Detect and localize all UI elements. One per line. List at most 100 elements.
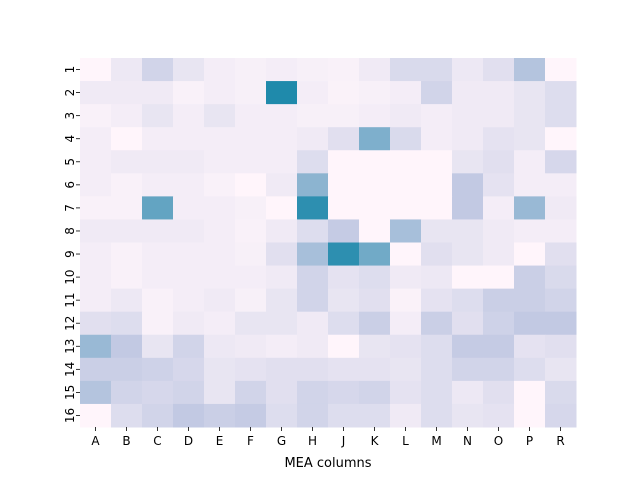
heatmap-cell-3-K [359,104,391,128]
x-tick-label: P [526,434,533,448]
heatmap-cell-3-G [266,104,298,128]
heatmap-cell-16-B [111,403,143,428]
y-tick-label: 16 [63,408,77,423]
y-tick-label: 12 [63,316,77,331]
heatmap-cell-6-P [514,173,546,197]
heatmap-cell-14-A [80,357,112,382]
y-tick-label: 14 [63,362,77,377]
heatmap-cell-1-J [328,58,360,82]
heatmap-cell-2-L [390,81,422,105]
heatmap-cell-14-C [142,357,174,382]
heatmap-cell-15-K [359,380,391,405]
x-tick-label: E [216,434,224,448]
heatmap-cell-13-J [328,334,360,359]
heatmap-cell-6-B [111,173,143,197]
heatmap-cell-7-L [390,196,422,220]
heatmap-cell-14-F [235,357,267,382]
heatmap-cell-8-C [142,219,174,243]
heatmap-cell-13-D [173,334,205,359]
heatmap-cell-5-B [111,150,143,174]
heatmap-cell-8-D [173,219,205,243]
heatmap-cell-12-B [111,311,143,336]
heatmap-cell-9-H [297,242,329,267]
heatmap-cell-6-F [235,173,267,197]
heatmap-cell-1-C [142,58,174,82]
heatmap-cell-8-J [328,219,360,243]
heatmap-cell-7-H [297,196,329,220]
heatmap-cell-8-H [297,219,329,243]
heatmap-cell-1-B [111,58,143,82]
heatmap-cell-1-M [421,58,453,82]
heatmap-cell-13-N [452,334,484,359]
heatmap-cell-12-J [328,311,360,336]
heatmap-cell-16-G [266,403,298,428]
heatmap-cell-13-K [359,334,391,359]
heatmap-cell-13-B [111,334,143,359]
heatmap-cell-12-M [421,311,453,336]
heatmap-cell-9-J [328,242,360,267]
heatmap-cell-10-E [204,265,236,290]
heatmap-cell-6-O [483,173,515,197]
x-tick-label: H [308,434,317,448]
heatmap-cell-7-M [421,196,453,220]
heatmap-cell-11-C [142,288,174,313]
heatmap-cell-7-N [452,196,484,220]
heatmap-cell-9-K [359,242,391,267]
heatmap-cell-5-N [452,150,484,174]
heatmap-cell-16-N [452,403,484,428]
heatmap-cell-7-R [545,196,577,220]
y-tick-label: 7 [63,204,77,212]
heatmap-cell-9-F [235,242,267,267]
heatmap-cell-16-F [235,403,267,428]
heatmap-cell-10-L [390,265,422,290]
heatmap-cell-5-J [328,150,360,174]
heatmap-cell-16-E [204,403,236,428]
heatmap-cell-12-C [142,311,174,336]
heatmap-cell-4-P [514,127,546,151]
heatmap-cell-15-G [266,380,298,405]
heatmap-cell-3-H [297,104,329,128]
heatmap-cell-12-L [390,311,422,336]
heatmap-cell-15-C [142,380,174,405]
heatmap-cell-3-N [452,104,484,128]
heatmap-cell-1-D [173,58,205,82]
heatmap-cell-1-H [297,58,329,82]
heatmap-cell-2-H [297,81,329,105]
heatmap-cell-3-F [235,104,267,128]
heatmap-cell-7-A [80,196,112,220]
heatmap-cell-13-R [545,334,577,359]
heatmap-cell-8-E [204,219,236,243]
heatmap-cell-16-L [390,403,422,428]
heatmap-cell-4-H [297,127,329,151]
x-tick-label: A [91,434,100,448]
heatmap-cell-11-J [328,288,360,313]
heatmap-cell-16-J [328,403,360,428]
heatmap-cell-15-L [390,380,422,405]
heatmap-cell-10-G [266,265,298,290]
heatmap-cell-5-L [390,150,422,174]
heatmap-cell-14-B [111,357,143,382]
heatmap-cell-2-O [483,81,515,105]
heatmap-cell-13-L [390,334,422,359]
heatmap-cell-4-O [483,127,515,151]
heatmap-cell-5-E [204,150,236,174]
heatmap-cell-6-L [390,173,422,197]
heatmap-cell-16-P [514,403,546,428]
heatmap-cell-15-D [173,380,205,405]
heatmap-cell-5-A [80,150,112,174]
heatmap-cell-14-D [173,357,205,382]
heatmap-cell-4-D [173,127,205,151]
heatmap-cell-11-N [452,288,484,313]
heatmap-cell-4-R [545,127,577,151]
y-tick-label: 4 [63,135,77,143]
heatmap-cell-11-D [173,288,205,313]
heatmap-cell-10-O [483,265,515,290]
x-tick-label: D [184,434,193,448]
heatmap-cell-9-N [452,242,484,267]
heatmap-cell-7-C [142,196,174,220]
heatmap-cell-6-G [266,173,298,197]
y-tick-label: 15 [63,385,77,400]
heatmap-cell-2-A [80,81,112,105]
